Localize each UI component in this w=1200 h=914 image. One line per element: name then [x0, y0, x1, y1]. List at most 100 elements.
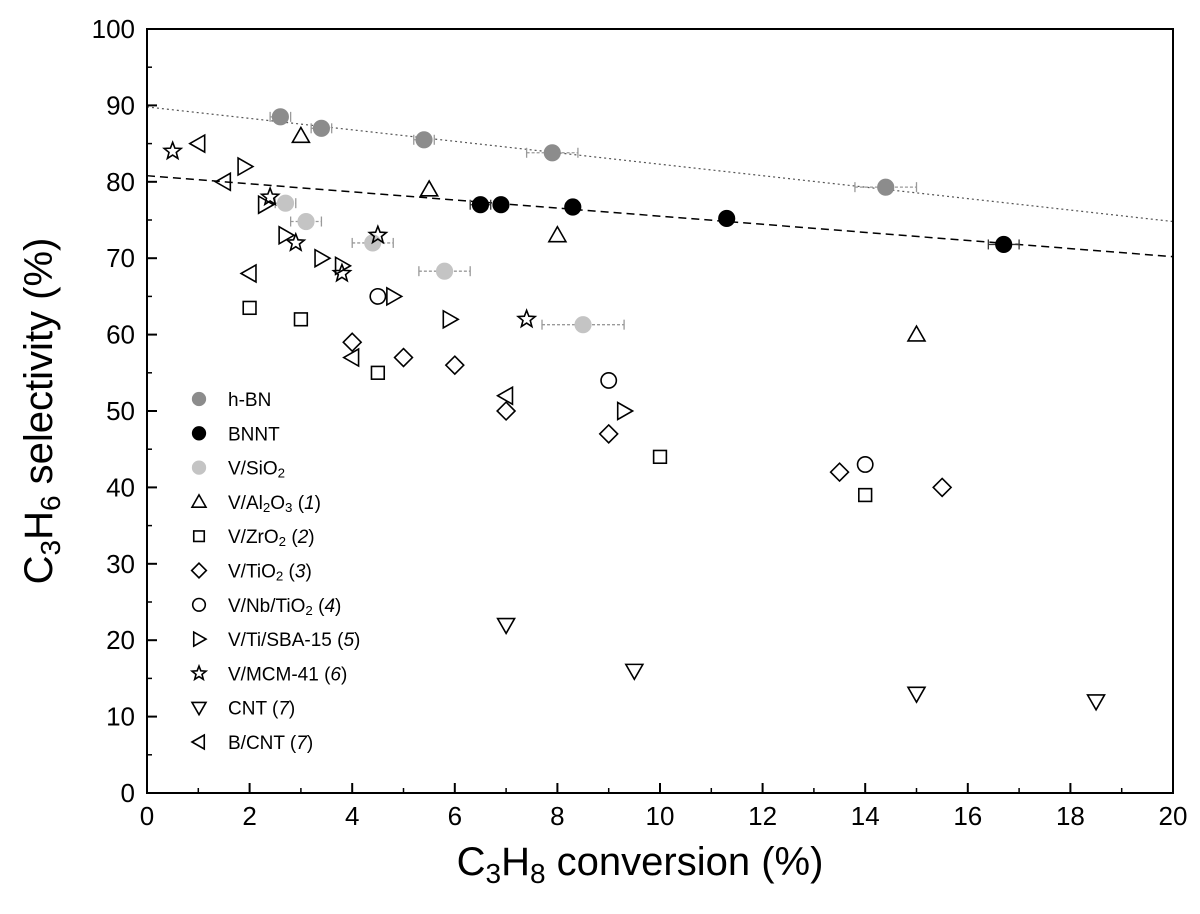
legend-label: V/Nb/TiO2 (4) [228, 596, 341, 618]
point-bnnt [564, 198, 582, 216]
x-tick-label: 2 [242, 801, 256, 831]
point-v-sio2 [574, 316, 592, 334]
point-v-zro2 [858, 487, 873, 503]
y-tick-label: 70 [106, 243, 135, 273]
point-v-tio2 [342, 332, 363, 353]
axis-ticks: 0 2 4 6 8 10 12 14 16 18 20 0 10 20 30 40 50 60 70 80 90 100 [92, 14, 1188, 831]
point-cnt [906, 686, 927, 704]
x-tick-label: 8 [550, 801, 564, 831]
y-tick-label: 20 [106, 625, 135, 655]
point-v-zro2 [293, 312, 309, 327]
y-tick-label: 80 [106, 167, 135, 197]
x-tick-label: 0 [140, 801, 154, 831]
legend-item-cnt: CNT (7) [190, 699, 295, 720]
legend-marker-bnnt [191, 426, 207, 441]
point-v-al2o3 [419, 179, 440, 197]
x-tick-label: 6 [448, 801, 462, 831]
legend-item-h-bn: h-BN [191, 390, 271, 411]
legend-item-v-al2o3: V/Al2O3 (1) [190, 493, 321, 515]
legend-label: B/CNT (7) [228, 733, 313, 754]
legend-marker-cnt [190, 701, 208, 717]
point-bnnt [471, 196, 490, 214]
y-tick-label: 0 [121, 778, 135, 808]
point-v-ti-sba-15 [386, 286, 404, 307]
point-v-mcm-41 [285, 231, 307, 252]
point-v-tio2 [932, 477, 953, 498]
point-bnnt [995, 235, 1013, 254]
legend-item-v-sio2: V/SiO2 [191, 459, 285, 481]
legend-item-v-ti-sba-15: V/Ti/SBA-15 (5) [192, 630, 360, 651]
point-b-cnt [342, 347, 360, 368]
point-v-zro2 [652, 449, 668, 465]
x-axis-title: C3H8 conversion (%) [457, 840, 824, 889]
point-v-tio2 [829, 462, 850, 483]
point-cnt [496, 617, 516, 636]
legend-marker-v-zro2 [192, 530, 206, 543]
fit-lines [146, 106, 1174, 258]
point-v-ti-sba-15 [616, 401, 635, 421]
point-v-zro2 [242, 300, 257, 316]
x-tick-label: 16 [953, 801, 982, 831]
point-h-bn [543, 144, 561, 162]
point-v-nb-tio2 [856, 456, 874, 473]
x-tick-label: 4 [345, 801, 359, 831]
fit-line-dotted [146, 106, 1174, 223]
point-v-sio2 [435, 262, 454, 280]
point-h-bn [877, 178, 895, 196]
legend-label: V/MCM-41 (6) [228, 664, 347, 685]
y-tick-label: 90 [106, 90, 135, 120]
legend-label: V/TiO2 (3) [228, 562, 312, 584]
x-tick-label: 14 [851, 801, 880, 831]
data-points [162, 108, 1106, 712]
legend-label: V/Ti/SBA-15 (5) [228, 630, 360, 651]
legend-label: h-BN [228, 390, 271, 411]
y-axis-title: C3H6 selectivity (%) [17, 238, 66, 585]
x-tick-label: 10 [646, 801, 675, 831]
point-v-ti-sba-15 [278, 225, 296, 246]
point-v-mcm-41 [331, 262, 353, 283]
point-b-cnt [495, 385, 514, 406]
legend-label: BNNT [228, 424, 280, 445]
y-tick-label: 50 [106, 396, 135, 426]
point-v-al2o3 [547, 225, 568, 243]
legend: h-BN BNNT V/SiO2 V/Al2O3 (1) V/ZrO2 (2) V/TiO… [189, 390, 360, 754]
point-v-sio2 [297, 212, 315, 231]
x-tick-label: 12 [748, 801, 777, 831]
x-tick-label: 20 [1159, 801, 1188, 831]
point-v-ti-sba-15 [237, 156, 255, 177]
point-h-bn [415, 131, 433, 149]
point-b-cnt [213, 171, 232, 192]
point-v-tio2 [598, 423, 619, 444]
legend-label: V/Al2O3 (1) [228, 493, 321, 515]
legend-marker-b-cnt [190, 733, 206, 751]
fit-line-dashed [146, 174, 1174, 258]
legend-marker-v-ti-sba-15 [192, 630, 208, 648]
point-v-nb-tio2 [600, 371, 618, 389]
point-v-tio2 [496, 400, 517, 422]
point-v-tio2 [393, 347, 414, 368]
y-tick-label: 10 [106, 702, 135, 732]
point-bnnt [492, 196, 510, 214]
legend-item-bnnt: BNNT [191, 424, 280, 445]
legend-marker-v-nb-tio2 [191, 597, 207, 612]
point-v-zro2 [370, 365, 386, 380]
point-v-mcm-41 [259, 185, 281, 207]
error-bars [269, 111, 1020, 330]
y-tick-label: 40 [106, 472, 135, 502]
point-cnt [1086, 694, 1106, 712]
legend-marker-h-bn [191, 391, 207, 407]
y-tick-label: 100 [92, 14, 135, 44]
legend-label: V/ZrO2 (2) [228, 527, 315, 549]
point-v-ti-sba-15 [442, 309, 460, 330]
y-tick-label: 60 [106, 320, 135, 350]
point-v-ti-sba-15 [334, 255, 353, 276]
y-tick-label: 30 [106, 549, 135, 579]
legend-marker-v-al2o3 [190, 493, 208, 508]
point-v-nb-tio2 [369, 287, 387, 305]
point-b-cnt [239, 263, 257, 284]
legend-marker-v-tio2 [190, 562, 208, 579]
point-v-ti-sba-15 [314, 248, 332, 269]
x-tick-label: 18 [1056, 801, 1085, 831]
legend-marker-v-sio2 [191, 460, 207, 475]
